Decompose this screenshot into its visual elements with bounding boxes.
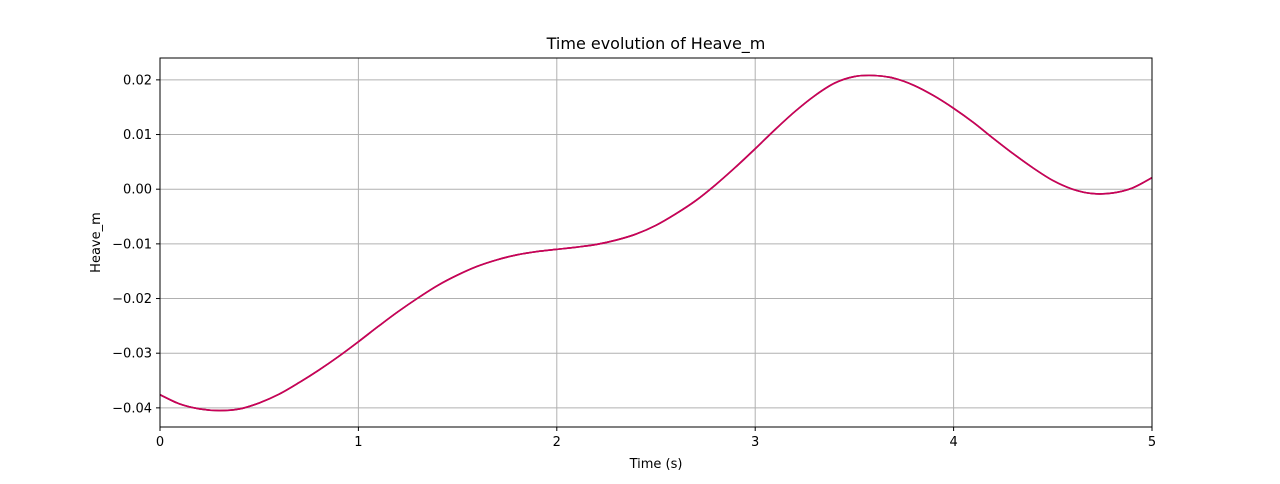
y-tick-label: 0.01 (123, 128, 152, 143)
x-tick-label: 2 (553, 435, 561, 450)
x-tick-label: 3 (751, 435, 759, 450)
plot-area-frame (159, 57, 1153, 428)
series-line-3 (159, 74, 1153, 412)
series-line-1 (159, 74, 1153, 412)
x-tick-label: 5 (1148, 435, 1156, 450)
x-tick-label: 1 (354, 435, 362, 450)
series-line-2 (159, 74, 1153, 412)
tick-layer: 0 1 2 3 4 5 −0.04 −0.03 −0.02 −0.01 0.00 0.01 0.02 (112, 73, 1156, 450)
y-axis-label: Heave_m (89, 212, 104, 273)
y-tick-label: −0.04 (112, 401, 152, 416)
grid-layer (159, 58, 1153, 427)
series-layer (159, 74, 1153, 412)
y-tick-label: −0.03 (112, 347, 152, 362)
x-axis-label: Time (s) (629, 457, 683, 472)
x-tick-label: 0 (156, 435, 164, 450)
y-tick-label: −0.01 (112, 237, 152, 252)
y-tick-label: 0.00 (123, 183, 152, 198)
y-tick-label: 0.02 (123, 73, 152, 88)
chart-title: Time evolution of Heave_m (546, 34, 766, 54)
x-tick-label: 4 (949, 435, 957, 450)
y-tick-label: −0.02 (112, 292, 152, 307)
